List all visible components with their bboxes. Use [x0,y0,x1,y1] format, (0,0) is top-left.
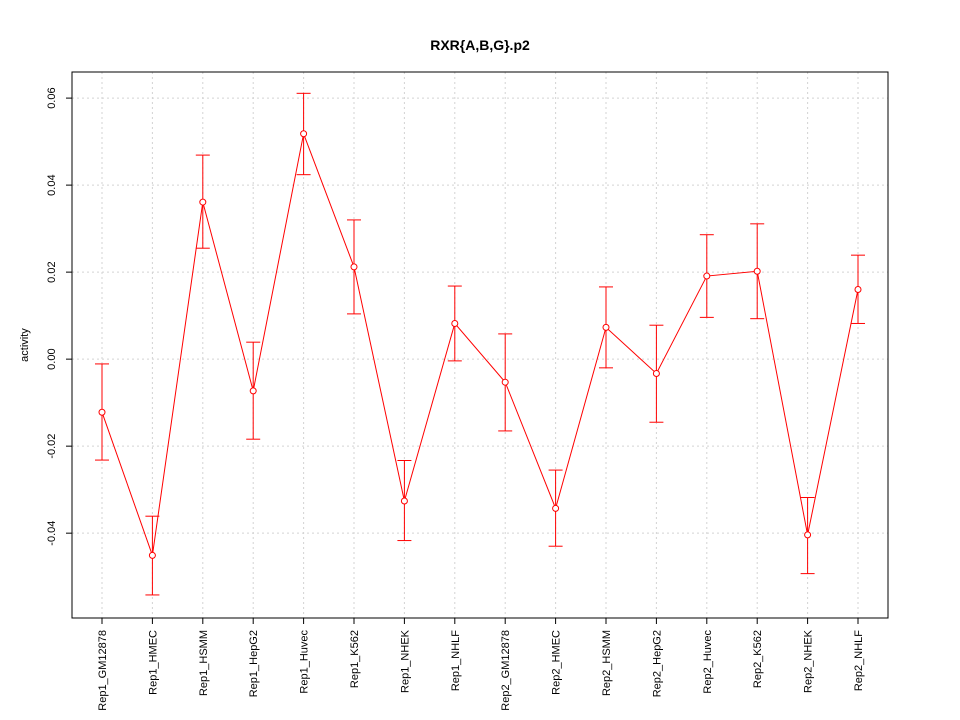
x-tick-label: Rep2_HepG2 [651,630,663,697]
data-point [854,286,862,294]
x-tick-label: Rep2_GM12878 [500,630,512,711]
x-tick-label: Rep2_HMEC [551,630,563,695]
y-tick-label: -0.04 [46,521,58,546]
x-tick-label: Rep1_HepG2 [248,630,260,697]
y-axis: -0.04 -0.02 0.00 0.02 0.04 0.06 [46,87,72,546]
x-tick-label: Rep1_HSMM [198,630,210,696]
data-point [703,272,711,280]
chart-title: RXR{A,B,G}.p2 [430,37,530,53]
data-point [199,198,207,206]
data-point [602,323,610,331]
data-point [652,369,660,377]
data-point [552,504,560,512]
y-tick-label: 0.00 [46,348,58,369]
data-point [400,497,408,505]
y-axis-label: activity [19,328,31,362]
x-tick-label: Rep1_NHLF [450,630,462,691]
x-tick-label: Rep2_Huvec [702,630,714,694]
data-point [501,378,509,386]
y-tick-label: 0.02 [46,261,58,282]
x-tick-label: Rep1_K562 [349,630,361,688]
data-point [804,531,812,539]
data-point [451,319,459,327]
x-tick-label: Rep1_Huvec [299,630,311,694]
x-tick-label: Rep1_NHEK [399,629,411,693]
x-tick-label: Rep2_NHLF [853,630,865,691]
y-tick-label: 0.06 [46,87,58,108]
x-tick-label: Rep2_NHEK [803,629,815,693]
data-point [350,263,358,271]
data-point [98,408,106,416]
data-point [249,387,257,395]
plot-frame [71,71,889,619]
x-tick-label: Rep2_HSMM [601,630,613,696]
y-tick-label: 0.04 [46,174,58,195]
y-tick-label: -0.02 [46,434,58,459]
data-point [148,551,156,559]
data-point [753,267,761,275]
data-series [95,92,865,596]
data-point [300,130,308,138]
series-line [101,131,859,556]
x-tick-label: Rep1_HMEC [147,630,159,695]
grid [72,72,888,618]
x-tick-label: Rep1_GM12878 [97,630,109,711]
x-axis: Rep1_GM12878 Rep1_HMEC Rep1_HSMM Rep1_HepG2… [97,618,865,711]
x-tick-label: Rep2_K562 [752,630,764,688]
